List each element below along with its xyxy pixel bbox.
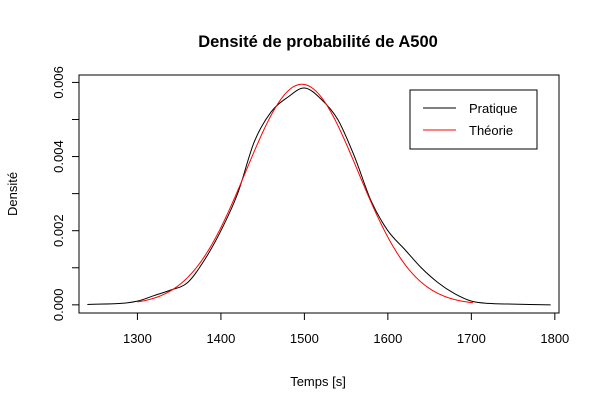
y-tick-label: 0.002 — [51, 214, 66, 247]
series-layer — [87, 83, 551, 306]
x-tick-label: 1500 — [290, 331, 319, 346]
y-tick-label: 0.006 — [51, 66, 66, 99]
x-axis: 1300 1400 1500 1600 1700 1800 — [123, 312, 569, 346]
y-axis-label: Densité — [5, 172, 20, 216]
x-tick-label: 1400 — [206, 331, 235, 346]
y-tick-label: 0.004 — [51, 140, 66, 173]
x-tick-label: 1800 — [540, 331, 569, 346]
x-axis-label: Temps [s] — [290, 374, 346, 389]
x-tick-label: 1700 — [457, 331, 486, 346]
legend: Pratique Théorie — [409, 89, 538, 150]
x-tick-label: 1300 — [123, 331, 152, 346]
y-tick-label: 0.000 — [51, 289, 66, 322]
x-tick-label: 1600 — [373, 331, 402, 346]
series-line-theorie — [137, 83, 474, 304]
legend-box — [409, 89, 538, 150]
legend-label-pratique: Pratique — [469, 101, 517, 116]
chart-title: Densité de probabilité de A500 — [198, 33, 438, 51]
y-axis: 0.000 0.002 0.004 0.006 — [51, 66, 80, 322]
legend-label-theorie: Théorie — [469, 123, 513, 138]
